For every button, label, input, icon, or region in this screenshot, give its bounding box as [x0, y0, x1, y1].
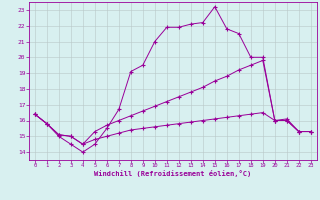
X-axis label: Windchill (Refroidissement éolien,°C): Windchill (Refroidissement éolien,°C)	[94, 170, 252, 177]
